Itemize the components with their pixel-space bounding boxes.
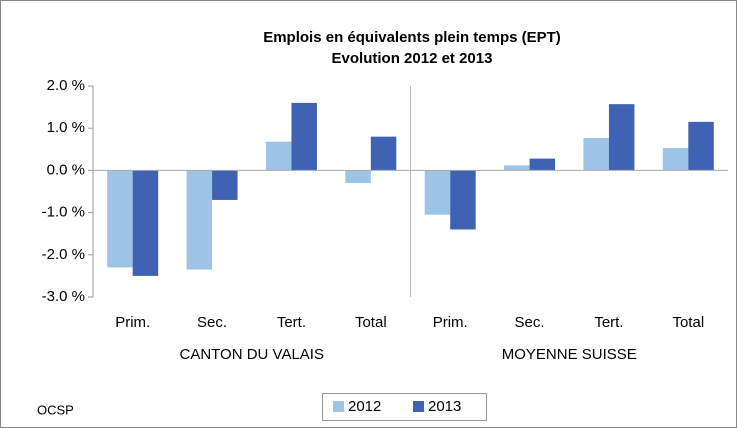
legend-label: 2013 bbox=[428, 398, 461, 415]
bar bbox=[186, 170, 213, 270]
x-tick-label: Total bbox=[672, 314, 704, 331]
bar bbox=[291, 102, 317, 171]
x-tick-label: Prim. bbox=[115, 314, 150, 331]
x-tick-label: Sec. bbox=[197, 314, 227, 331]
bar bbox=[529, 158, 556, 171]
group-label: CANTON DU VALAIS bbox=[180, 346, 324, 363]
x-tick-label: Tert. bbox=[594, 314, 623, 331]
source: OCSP bbox=[37, 402, 74, 417]
group-label: MOYENNE SUISSE bbox=[502, 346, 637, 363]
x-tick-label: Total bbox=[355, 314, 387, 331]
bar bbox=[424, 170, 451, 215]
bar bbox=[370, 136, 397, 171]
y-tick-label: 0.0 % bbox=[47, 161, 85, 178]
bar bbox=[688, 121, 714, 171]
y-tick-label: 1.0 % bbox=[47, 119, 85, 136]
bar bbox=[132, 170, 159, 276]
x-tick-label: Sec. bbox=[515, 314, 545, 331]
bar bbox=[107, 170, 133, 268]
bar bbox=[608, 104, 635, 171]
y-tick-label: 2.0 % bbox=[47, 77, 85, 94]
y-tick-label: -2.0 % bbox=[42, 246, 85, 263]
legend-swatch bbox=[413, 401, 424, 412]
y-tick-label: -1.0 % bbox=[42, 204, 85, 221]
bar bbox=[662, 148, 689, 171]
chart-title: Emplois en équivalents plein temps (EPT) bbox=[263, 29, 561, 46]
bar bbox=[345, 170, 371, 184]
legend-box bbox=[322, 393, 487, 421]
x-tick-label: Prim. bbox=[433, 314, 468, 331]
legend-label: 2012 bbox=[348, 398, 381, 415]
bar bbox=[583, 137, 609, 171]
bar bbox=[504, 165, 530, 171]
bar bbox=[450, 170, 476, 230]
bar bbox=[265, 141, 292, 171]
legend-swatch bbox=[333, 401, 344, 412]
chart-subtitle: Evolution 2012 et 2013 bbox=[332, 50, 493, 67]
x-tick-label: Tert. bbox=[277, 314, 306, 331]
y-tick-label: -3.0 % bbox=[42, 288, 85, 305]
bar bbox=[212, 170, 238, 200]
